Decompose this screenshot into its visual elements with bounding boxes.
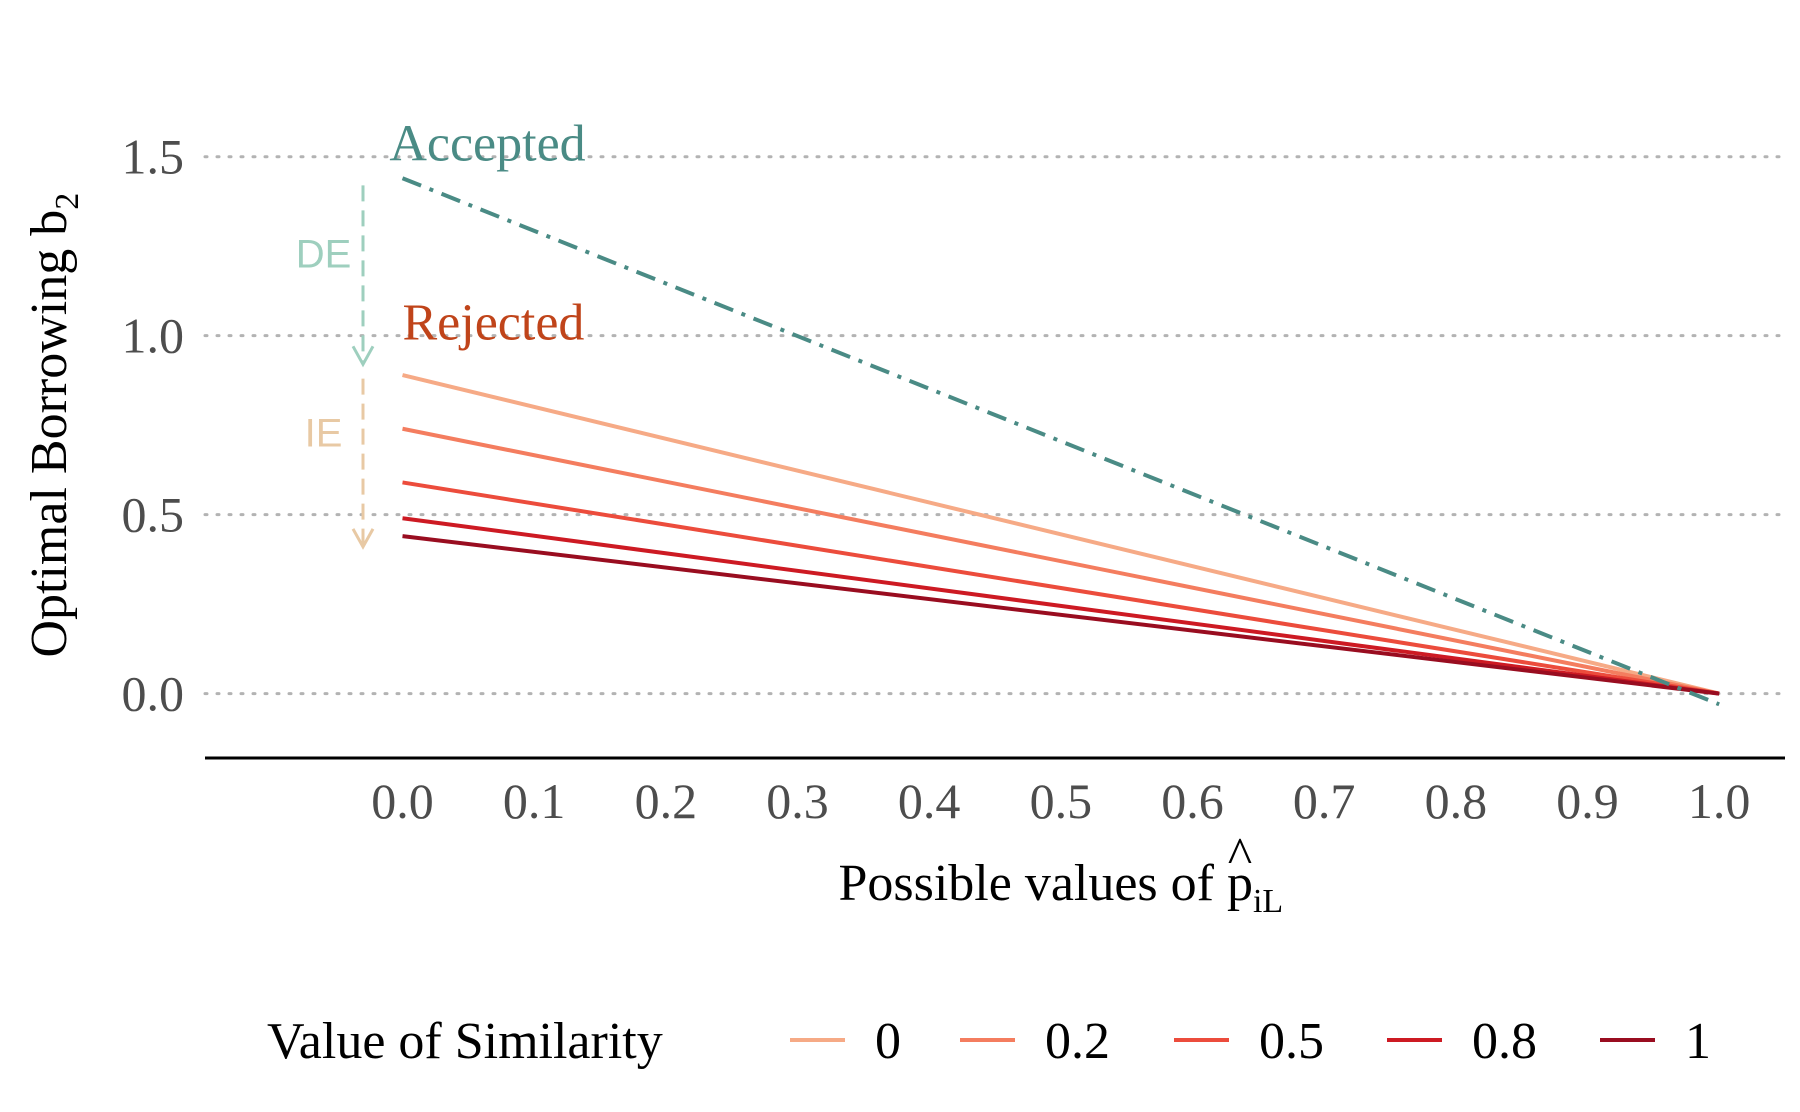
x-tick-label: 0.7 bbox=[1293, 773, 1356, 829]
annotations: Accepted Rejected DE IE bbox=[296, 115, 586, 550]
x-tick-label: 0.4 bbox=[898, 773, 961, 829]
x-tick-label: 0.0 bbox=[371, 773, 434, 829]
legend-label: 0.2 bbox=[1045, 1013, 1110, 1070]
x-tick-labels: 0.0 0.1 0.2 0.3 0.4 0.5 0.6 0.7 0.8 0.9 1.0 bbox=[371, 773, 1750, 829]
y-tick-label: 0.5 bbox=[122, 487, 185, 543]
x-tick-label: 0.5 bbox=[1030, 773, 1093, 829]
y-tick-labels: 0.0 0.5 1.0 1.5 bbox=[122, 129, 185, 722]
legend-title: Value of Similarity bbox=[267, 1013, 663, 1070]
x-tick-label: 0.8 bbox=[1425, 773, 1488, 829]
x-tick-label: 0.3 bbox=[766, 773, 829, 829]
series-line-4 bbox=[402, 534, 1720, 696]
x-tick-label: 0.6 bbox=[1161, 773, 1224, 829]
grid-lines bbox=[203, 155, 1787, 696]
annotation-1: Rejected bbox=[403, 294, 585, 351]
y-axis-title: Optimal Borrowing b2 bbox=[21, 193, 86, 658]
x-tick-label: 0.9 bbox=[1556, 773, 1619, 829]
series-line-1 bbox=[402, 426, 1720, 696]
x-axis-title-symbol: p bbox=[1227, 855, 1253, 912]
legend-label: 0.5 bbox=[1259, 1013, 1324, 1070]
x-axis-title-hat: ^ bbox=[1228, 828, 1252, 885]
legend: Value of Similarity 0 0.2 0.5 0.8 1 bbox=[267, 1013, 1711, 1070]
series-line-0 bbox=[402, 373, 1720, 696]
y-tick-label: 1.0 bbox=[122, 308, 185, 364]
arrow-head-1 bbox=[351, 528, 375, 550]
x-tick-label: 0.2 bbox=[635, 773, 698, 829]
x-axis-title-subscript: iL bbox=[1253, 883, 1283, 920]
legend-label: 1 bbox=[1685, 1013, 1711, 1070]
y-tick-label: 0.0 bbox=[122, 666, 185, 722]
x-tick-label: 1.0 bbox=[1688, 773, 1751, 829]
series-line-2 bbox=[402, 480, 1720, 696]
x-axis-title-text: Possible values of bbox=[838, 855, 1227, 912]
annotation-0: Accepted bbox=[389, 115, 585, 172]
series-line-3 bbox=[402, 516, 1720, 696]
legend-label: 0.8 bbox=[1472, 1013, 1537, 1070]
arrow-head-0 bbox=[351, 345, 375, 368]
y-axis-title-subscript: 2 bbox=[49, 193, 86, 210]
x-tick-label: 0.1 bbox=[503, 773, 566, 829]
series-lines bbox=[401, 176, 1720, 707]
annotation-3: IE bbox=[305, 412, 343, 456]
x-axis-title: Possible values of piL bbox=[838, 855, 1283, 920]
legend-label: 0 bbox=[875, 1013, 901, 1070]
y-axis-title-text: Optimal Borrowing b bbox=[21, 210, 78, 658]
annotation-2: DE bbox=[296, 233, 352, 277]
y-tick-label: 1.5 bbox=[122, 129, 185, 185]
accepted-line bbox=[401, 176, 1720, 707]
